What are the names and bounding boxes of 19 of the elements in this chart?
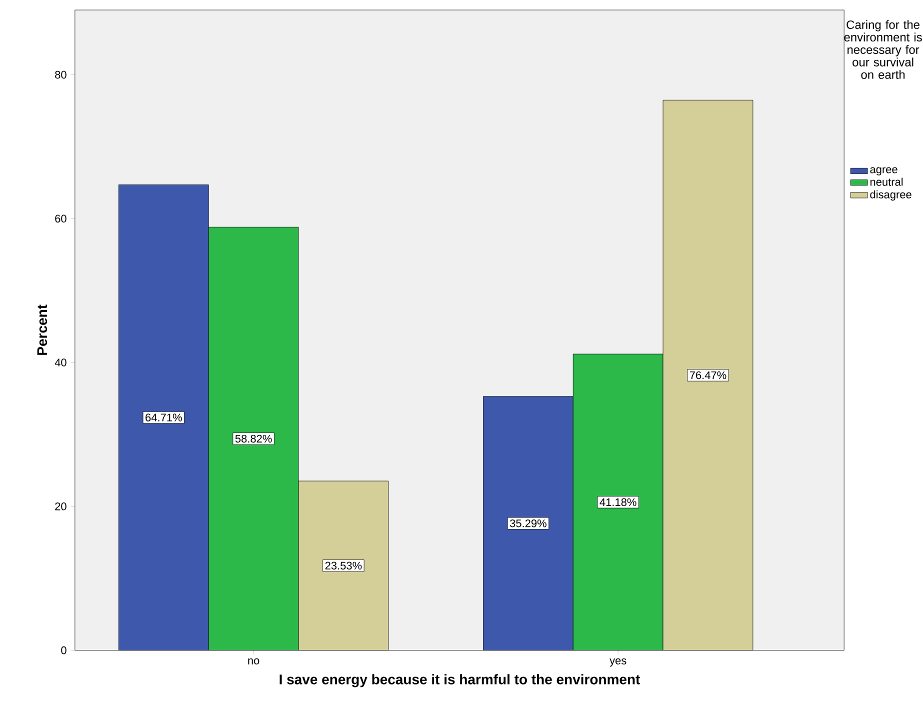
legend-label: neutral <box>870 178 903 186</box>
x-axis-title: I save energy because it is harmful to the environment <box>280 674 640 688</box>
y-axis-title: Percent <box>37 304 48 355</box>
legend-label: disagree <box>870 190 912 200</box>
data-label: 64.71% <box>146 414 182 422</box>
legend-label: agree <box>870 167 898 176</box>
y-tick-label: 0 <box>61 646 66 654</box>
data-label: 35.29% <box>510 519 546 528</box>
data-label: 23.53% <box>325 562 362 570</box>
y-tick-label: 80 <box>55 70 66 79</box>
y-tick-label: 20 <box>55 502 66 510</box>
y-tick-label: 40 <box>54 358 66 366</box>
data-label: 58.82% <box>235 434 272 443</box>
legend-title: Caring for the environment is necessary for our survival on earth <box>844 20 922 79</box>
x-tick-label: yes <box>610 658 626 666</box>
data-label: 41.18% <box>600 498 636 506</box>
y-tick-label: 60 <box>55 214 66 222</box>
data-label: 76.47% <box>690 371 726 380</box>
x-tick-label: no <box>248 658 260 664</box>
